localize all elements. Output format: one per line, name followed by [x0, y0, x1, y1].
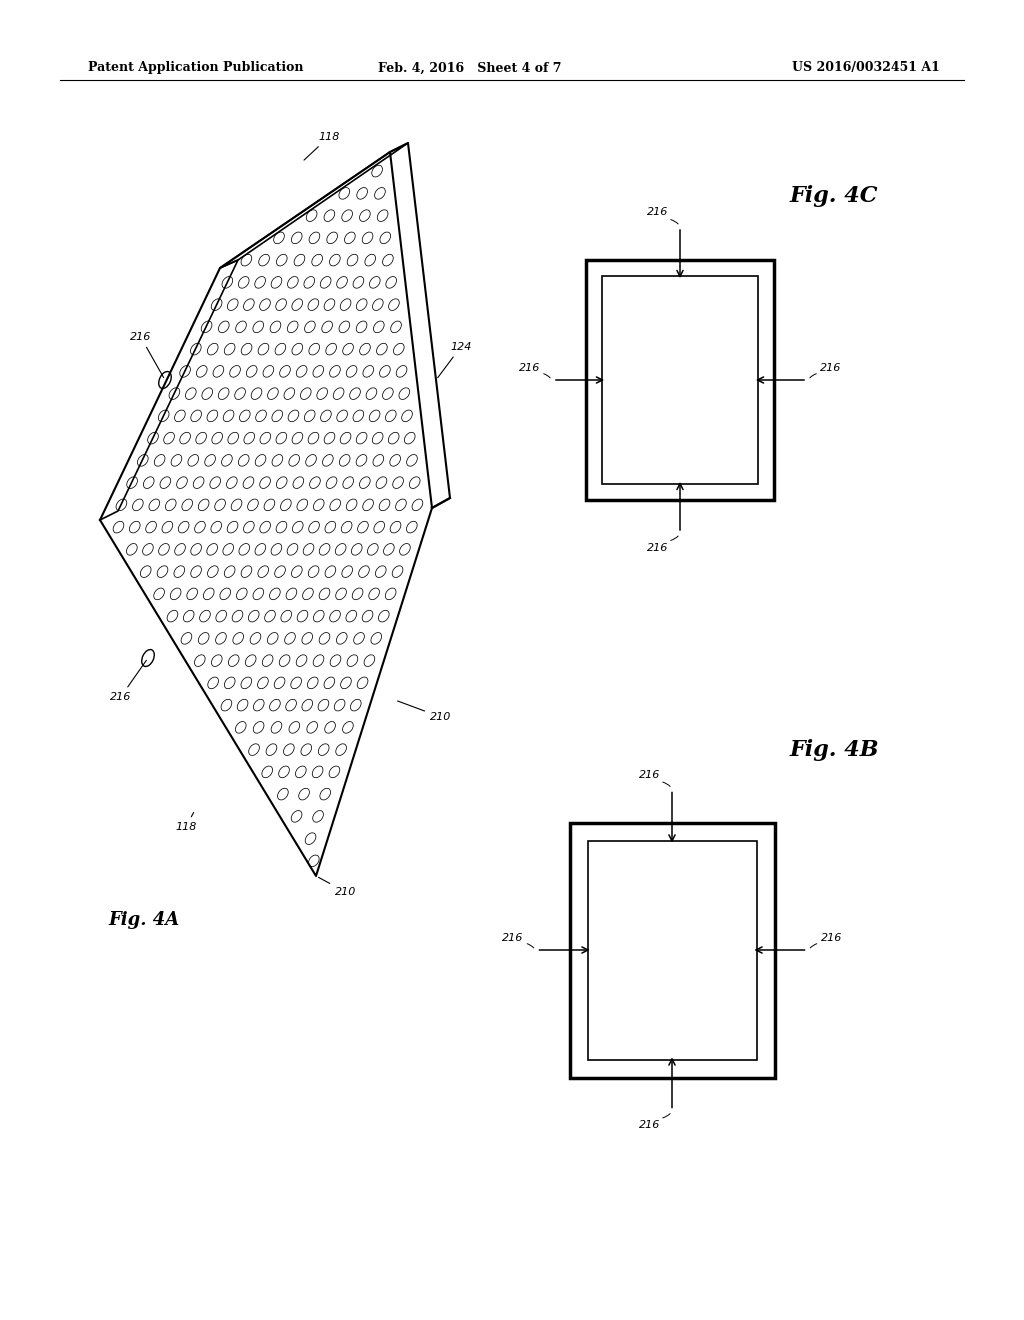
Text: 216: 216: [647, 543, 669, 553]
Text: 216: 216: [639, 770, 660, 780]
Text: 118: 118: [304, 132, 339, 160]
Text: US 2016/0032451 A1: US 2016/0032451 A1: [793, 62, 940, 74]
Text: 210: 210: [318, 878, 356, 898]
Text: 216: 216: [502, 933, 523, 942]
Text: 124: 124: [437, 342, 471, 378]
Text: 216: 216: [820, 363, 842, 374]
Text: Fig. 4B: Fig. 4B: [790, 739, 880, 762]
Text: 216: 216: [130, 333, 164, 378]
Text: Fig. 4A: Fig. 4A: [108, 911, 179, 929]
Text: 118: 118: [175, 812, 197, 832]
Text: Fig. 4C: Fig. 4C: [790, 185, 879, 207]
Text: 216: 216: [518, 363, 540, 374]
Text: Patent Application Publication: Patent Application Publication: [88, 62, 303, 74]
Text: 216: 216: [110, 660, 146, 702]
Text: 216: 216: [647, 207, 669, 216]
Text: 216: 216: [639, 1121, 660, 1130]
Text: 210: 210: [397, 701, 452, 722]
Text: Feb. 4, 2016   Sheet 4 of 7: Feb. 4, 2016 Sheet 4 of 7: [378, 62, 561, 74]
Text: 216: 216: [820, 933, 842, 942]
